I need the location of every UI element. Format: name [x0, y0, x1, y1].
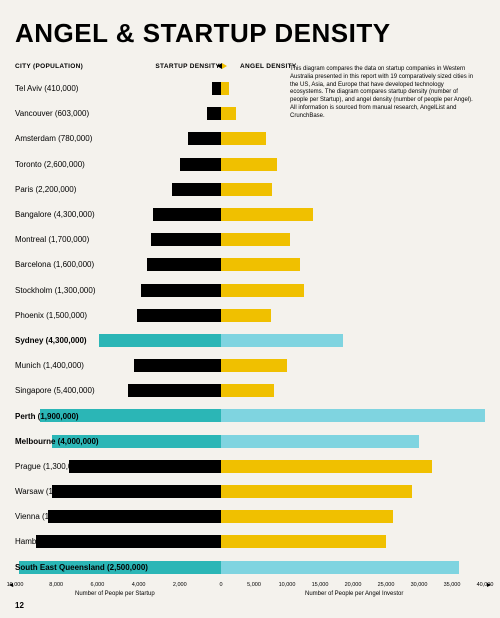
angel-bar	[221, 535, 386, 548]
city-label: Sydney (4,300,000)	[15, 336, 87, 345]
angel-bar	[221, 334, 343, 347]
startup-bar	[172, 183, 221, 196]
axis-tick: 10,000	[279, 582, 296, 588]
angel-bar	[221, 258, 300, 271]
city-label: Stockholm (1,300,000)	[15, 286, 96, 295]
angel-bar	[221, 309, 271, 322]
startup-bar	[212, 82, 221, 95]
angel-bar	[221, 510, 393, 523]
axis-tick: 15,000	[312, 582, 329, 588]
table-row: Vienna (1,700,000)	[15, 504, 485, 529]
startup-bar	[134, 359, 221, 372]
axis-label-left: Number of People per Startup	[75, 591, 155, 597]
header-arrows	[217, 63, 227, 70]
city-label: Toronto (2,600,000)	[15, 160, 85, 169]
axis-tick: 20,000	[345, 582, 362, 588]
startup-bar	[180, 158, 221, 171]
header-startup: STARTUP DENSITY	[155, 63, 220, 70]
table-row: Bangalore (4,300,000)	[15, 202, 485, 227]
city-label: Perth (1,900,000)	[15, 412, 79, 421]
table-row: South East Queensland (2,500,000)	[15, 555, 485, 580]
table-row: Singapore (5,400,000)	[15, 378, 485, 403]
startup-bar	[137, 309, 221, 322]
table-row: Hamburg (1,700,000)	[15, 529, 485, 554]
angel-bar	[221, 233, 290, 246]
table-row: Montreal (1,700,000)	[15, 227, 485, 252]
city-label: Montreal (1,700,000)	[15, 235, 89, 244]
table-row: Munich (1,400,000)	[15, 353, 485, 378]
axis-tick: 35,000	[444, 582, 461, 588]
city-label: South East Queensland (2,500,000)	[15, 563, 148, 572]
city-label: Phoenix (1,500,000)	[15, 311, 87, 320]
angel-bar	[221, 485, 412, 498]
angel-bar	[221, 460, 432, 473]
startup-bar	[207, 107, 221, 120]
axis-tick: 25,000	[378, 582, 395, 588]
angel-bar	[221, 183, 272, 196]
header-angel: ANGEL DENSITY	[240, 63, 297, 70]
axis-tick: 10,000	[7, 582, 24, 588]
axis-tick: 30,000	[411, 582, 428, 588]
angel-bar	[221, 132, 266, 145]
axis-tick: 4,000	[132, 582, 146, 588]
city-label: Paris (2,200,000)	[15, 185, 76, 194]
axis-tick: 0	[219, 582, 222, 588]
x-axis: Number of People per Startup Number of P…	[15, 582, 485, 602]
angel-bar	[221, 208, 313, 221]
table-row: Sydney (4,300,000)	[15, 328, 485, 353]
startup-bar	[141, 284, 221, 297]
table-row: Prague (1,300,000)	[15, 454, 485, 479]
table-row: Warsaw (1,700,000)	[15, 479, 485, 504]
angel-bar	[221, 158, 277, 171]
city-label: Barcelona (1,600,000)	[15, 260, 94, 269]
axis-tick: 6,000	[91, 582, 105, 588]
angel-bar	[221, 384, 274, 397]
city-label: Vienna (1,700,000)	[15, 512, 83, 521]
axis-tick: 8,000	[49, 582, 63, 588]
city-label: Warsaw (1,700,000)	[15, 487, 87, 496]
city-label: Hamburg (1,700,000)	[15, 537, 91, 546]
city-label: Singapore (5,400,000)	[15, 386, 95, 395]
page-title: ANGEL & STARTUP DENSITY	[15, 18, 485, 49]
city-label: Vancouver (603,000)	[15, 109, 89, 118]
city-label: Melbourne (4,000,000)	[15, 437, 99, 446]
table-row: Barcelona (1,600,000)	[15, 252, 485, 277]
startup-bar	[99, 334, 221, 347]
startup-bar	[188, 132, 221, 145]
startup-bar	[147, 258, 221, 271]
axis-label-right: Number of People per Angel Investor	[305, 591, 403, 597]
city-label: Munich (1,400,000)	[15, 361, 84, 370]
city-label: Amsterdam (780,000)	[15, 134, 92, 143]
city-label: Bangalore (4,300,000)	[15, 210, 95, 219]
table-row: Vancouver (603,000)	[15, 101, 485, 126]
arrow-right-icon	[222, 63, 227, 69]
table-row: Perth (1,900,000)	[15, 403, 485, 428]
angel-bar	[221, 107, 236, 120]
axis-tick: 2,000	[173, 582, 187, 588]
startup-bar	[151, 233, 221, 246]
angel-bar	[221, 435, 419, 448]
angel-bar	[221, 284, 304, 297]
page-number: 12	[15, 601, 24, 610]
startup-bar	[128, 384, 221, 397]
table-row: Amsterdam (780,000)	[15, 126, 485, 151]
angel-bar	[221, 359, 287, 372]
axis-tick: 5,000	[247, 582, 261, 588]
table-row: Tel Aviv (410,000)	[15, 76, 485, 101]
table-row: Paris (2,200,000)	[15, 177, 485, 202]
axis-tick: 40,000	[477, 582, 494, 588]
angel-bar	[221, 82, 229, 95]
city-label: Tel Aviv (410,000)	[15, 84, 78, 93]
diverging-bar-chart: Tel Aviv (410,000) Vancouver (603,000) Ams…	[15, 76, 485, 580]
table-row: Melbourne (4,000,000)	[15, 429, 485, 454]
startup-bar	[69, 460, 221, 473]
startup-bar	[153, 208, 221, 221]
table-row: Phoenix (1,500,000)	[15, 303, 485, 328]
table-row: Toronto (2,600,000)	[15, 152, 485, 177]
angel-bar	[221, 409, 485, 422]
angel-bar	[221, 561, 459, 574]
city-label: Prague (1,300,000)	[15, 462, 84, 471]
table-row: Stockholm (1,300,000)	[15, 278, 485, 303]
